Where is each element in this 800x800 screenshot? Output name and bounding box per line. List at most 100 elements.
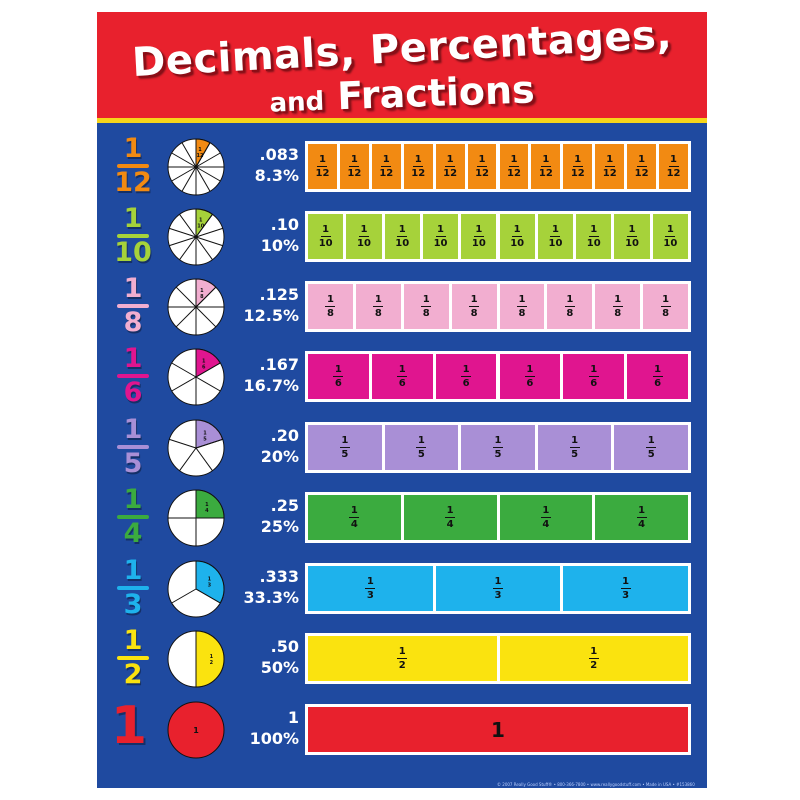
strip-cell-numerator: 1 bbox=[470, 293, 478, 305]
pie-divider bbox=[179, 214, 197, 238]
big-fraction-bar bbox=[117, 656, 149, 660]
strip-cell-numerator: 1 bbox=[350, 504, 358, 516]
pie-divider bbox=[169, 227, 197, 238]
pie-divider bbox=[175, 286, 197, 308]
big-fraction-bar bbox=[117, 164, 149, 168]
pie-slice-denominator: 2 bbox=[210, 660, 214, 666]
strip-cell-bar bbox=[564, 305, 575, 308]
fraction-strip-cell: 1 12 bbox=[467, 144, 497, 189]
fraction-row: 1 12 1 12.083 8.3% 1 12 1 12 1 12 1 12 1 12 1 12 1 12 1 12 1 1… bbox=[97, 131, 707, 201]
strip-whole-label: 1 bbox=[491, 717, 505, 742]
strip-cell-numerator: 1 bbox=[322, 223, 330, 235]
title-banner: Decimals, Percentages, and Fractions bbox=[97, 12, 707, 119]
strip-cell-bar bbox=[516, 305, 527, 308]
strip-cell-numerator: 1 bbox=[422, 293, 430, 305]
strip-cell-numerator: 1 bbox=[590, 645, 598, 657]
big-fraction-numerator: 1 bbox=[123, 343, 143, 374]
fraction-strip-cell: 1 10 bbox=[652, 214, 688, 259]
strip-cell-numerator: 1 bbox=[398, 363, 406, 375]
pie-highlighted-slice bbox=[195, 489, 225, 519]
strip-cell-denominator: 12 bbox=[506, 168, 521, 180]
decimal-percent-block: .083 8.3% bbox=[235, 144, 299, 186]
big-fraction-numerator: 1 bbox=[123, 414, 143, 445]
strip-cell-denominator: 4 bbox=[446, 519, 454, 531]
strip-cell-denominator: 6 bbox=[398, 378, 406, 390]
strip-cell-denominator: 8 bbox=[326, 308, 334, 320]
strip-cell-bar bbox=[540, 165, 551, 168]
strip-cell-numerator: 1 bbox=[654, 363, 662, 375]
strip-cell-numerator: 1 bbox=[518, 293, 526, 305]
strip-cell-numerator: 1 bbox=[638, 504, 646, 516]
big-fraction-denominator: 4 bbox=[123, 518, 143, 549]
strip-cell-numerator: 1 bbox=[670, 153, 678, 165]
percent-value: 50% bbox=[260, 658, 299, 677]
strip-cell-bar bbox=[373, 305, 384, 308]
strip-cell-bar bbox=[588, 375, 599, 378]
decimal-value: .10 bbox=[270, 215, 299, 234]
strip-cell-denominator: 10 bbox=[471, 238, 486, 250]
strip-cell-numerator: 1 bbox=[542, 153, 550, 165]
strip-cell-bar bbox=[339, 446, 350, 449]
pie-divider bbox=[195, 166, 221, 182]
big-fraction-denominator: 6 bbox=[123, 377, 143, 408]
pie-slice-denominator: 8 bbox=[200, 294, 204, 300]
pie-divider bbox=[175, 306, 197, 328]
strip-cell-bar bbox=[358, 235, 369, 238]
strip-cell-bar bbox=[572, 165, 583, 168]
strip-cell-denominator: 10 bbox=[663, 238, 678, 250]
strip-cell-bar bbox=[349, 516, 360, 519]
strip-cell-numerator: 1 bbox=[374, 293, 382, 305]
strip-cell-numerator: 1 bbox=[551, 223, 559, 235]
strip-cell-numerator: 1 bbox=[398, 645, 406, 657]
strip-cell-numerator: 1 bbox=[662, 293, 670, 305]
strip-cell-numerator: 1 bbox=[574, 153, 582, 165]
pie-divider bbox=[195, 447, 213, 471]
decimal-percent-block: .125 12.5% bbox=[235, 284, 299, 326]
pie-divider bbox=[171, 588, 197, 604]
pie-slice-numerator: 1 bbox=[202, 359, 206, 365]
strip-cell-numerator: 1 bbox=[360, 223, 368, 235]
strip-cell-bar bbox=[421, 305, 432, 308]
pie-divider bbox=[195, 152, 221, 168]
strip-cell-denominator: 10 bbox=[510, 238, 525, 250]
percent-value: 8.3% bbox=[254, 166, 299, 185]
decimal-value: .50 bbox=[270, 637, 299, 656]
fraction-strip: 1 10 1 10 1 10 1 10 1 10 1 10 1 10 1 10 1 10 1 10 bbox=[305, 211, 691, 262]
pie-divider bbox=[169, 438, 197, 449]
strip-cell-denominator: 12 bbox=[475, 168, 489, 180]
fraction-row: 1 5 1 5.20 20% 1 5 1 5 1 5 1 5 1 5 bbox=[97, 412, 707, 482]
strip-cell-numerator: 1 bbox=[566, 293, 574, 305]
pie-slice-numerator: 1 bbox=[210, 654, 214, 660]
strip-cell-denominator: 12 bbox=[570, 168, 585, 180]
percent-value: 12.5% bbox=[243, 306, 299, 325]
strip-cell-denominator: 8 bbox=[566, 308, 574, 320]
strip-cell-bar bbox=[665, 235, 676, 238]
pie-slice-numerator: 1 bbox=[199, 217, 203, 223]
strip-cell-numerator: 1 bbox=[475, 223, 483, 235]
big-fraction-denominator: 12 bbox=[114, 167, 152, 198]
strip-cell-denominator: 5 bbox=[571, 449, 579, 461]
strip-cell-numerator: 1 bbox=[494, 575, 502, 587]
fraction-strip: 1 bbox=[305, 704, 691, 755]
strip-cell-bar bbox=[569, 446, 580, 449]
strip-cell-denominator: 3 bbox=[494, 590, 502, 602]
strip-cell-numerator: 1 bbox=[366, 575, 374, 587]
decimal-value: .333 bbox=[259, 567, 299, 586]
strip-cell-numerator: 1 bbox=[647, 434, 655, 446]
strip-cell-denominator: 4 bbox=[542, 519, 550, 531]
strip-cell-denominator: 10 bbox=[433, 238, 448, 250]
strip-cell-denominator: 5 bbox=[417, 449, 425, 461]
pie-divider bbox=[195, 236, 213, 260]
